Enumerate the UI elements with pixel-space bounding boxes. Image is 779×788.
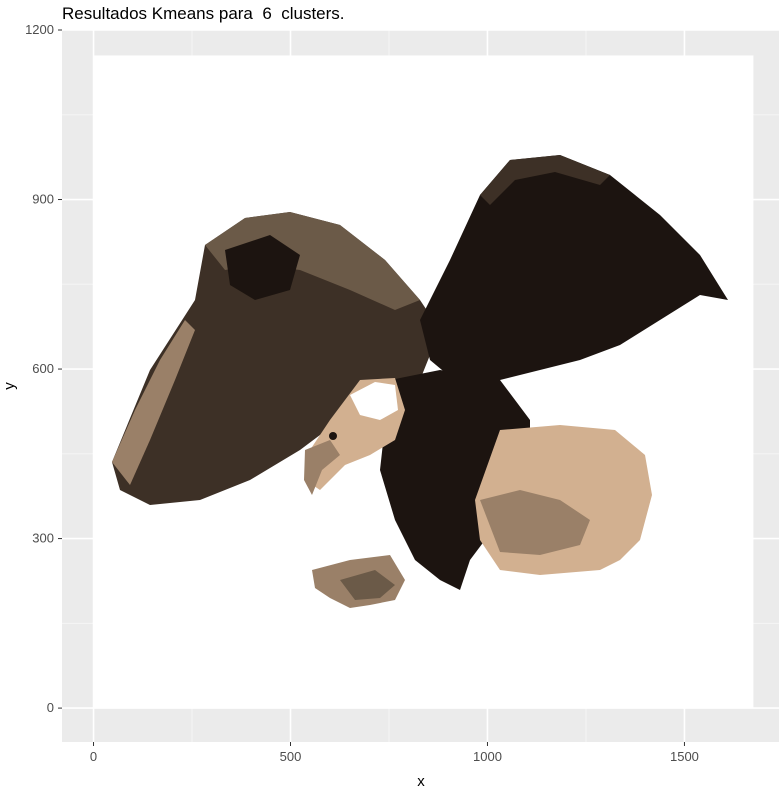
right-wing (420, 155, 728, 385)
body (380, 370, 530, 590)
left-wing-shadow (225, 235, 300, 300)
beak (304, 440, 340, 495)
y-tick-label: 600 (32, 361, 54, 376)
right-wing-edge (480, 155, 610, 205)
x-tick-label: 1500 (670, 749, 699, 764)
head-highlight (350, 382, 398, 420)
x-axis: 0 500 1000 1500 (90, 742, 699, 764)
x-axis-title: x (417, 773, 425, 788)
y-tick-label: 0 (47, 700, 54, 715)
y-axis: 0 300 600 900 1200 (25, 22, 62, 715)
left-wing-feathers (112, 320, 195, 485)
y-tick-label: 1200 (25, 22, 54, 37)
x-tick-label: 0 (90, 749, 97, 764)
y-tick-label: 900 (32, 192, 54, 207)
y-tick-label: 300 (32, 531, 54, 546)
x-tick-label: 1000 (473, 749, 502, 764)
left-wing-upper (205, 212, 420, 310)
y-axis-title: y (1, 382, 18, 390)
eye (329, 432, 337, 440)
eagle-clustered-image (112, 155, 728, 608)
chart-title: Resultados Kmeans para 6 clusters. (62, 4, 345, 23)
talons-dark (340, 570, 395, 600)
tail-shadow (480, 490, 590, 555)
x-tick-label: 500 (280, 749, 302, 764)
